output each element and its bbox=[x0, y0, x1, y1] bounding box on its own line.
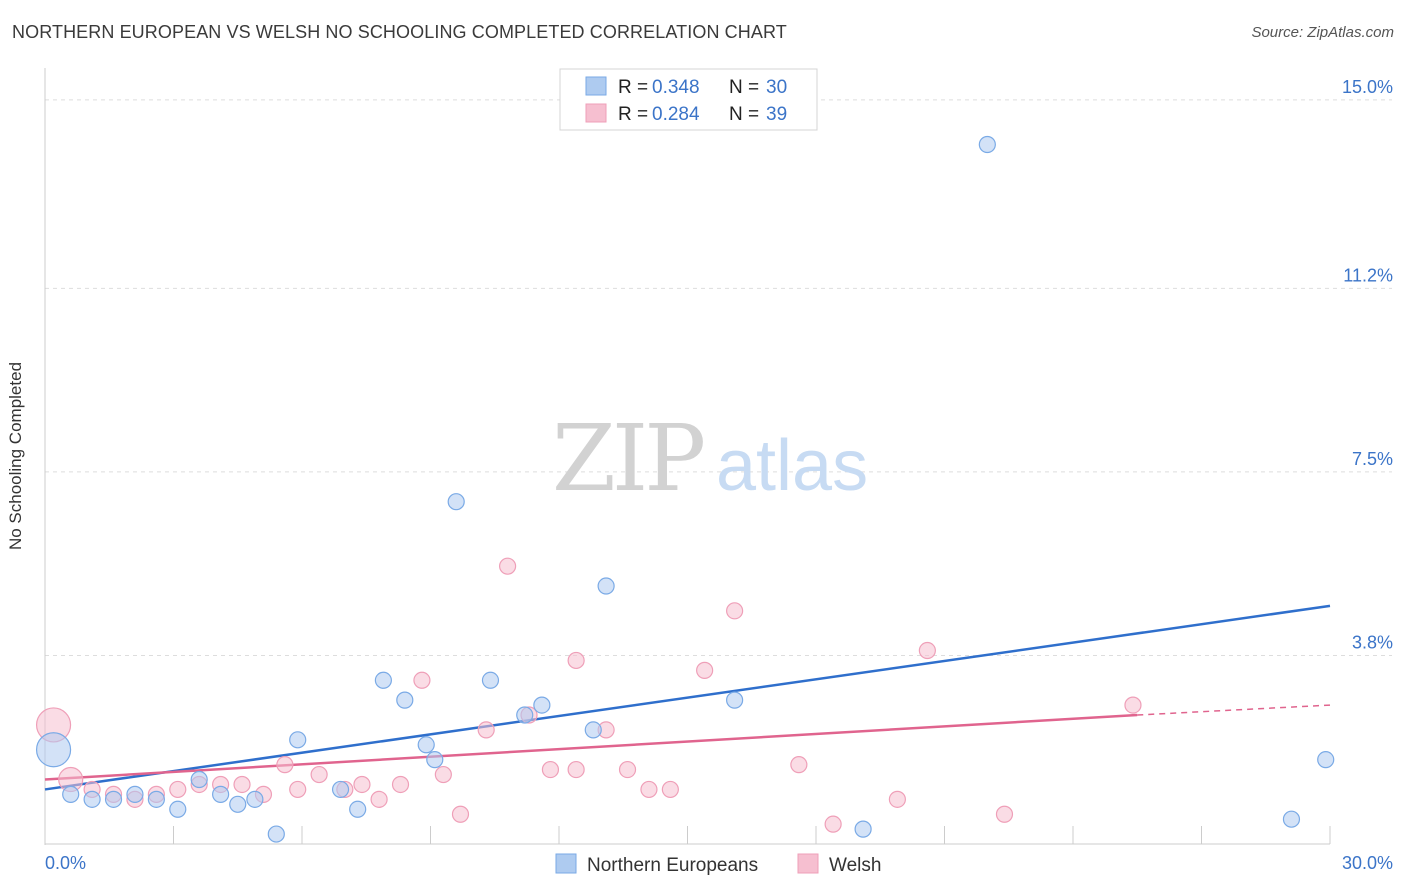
data-point-welsh bbox=[661, 780, 679, 799]
x-tick-label: 30.0% bbox=[1342, 853, 1393, 873]
data-point-welsh bbox=[888, 790, 906, 808]
data-point-welsh bbox=[541, 760, 560, 779]
data-point-northern-europeans bbox=[597, 577, 615, 595]
watermark-atlas: atlas bbox=[716, 426, 868, 506]
data-point-northern-europeans bbox=[516, 706, 534, 724]
watermark-zip: ZIP bbox=[552, 405, 703, 512]
trend-lines bbox=[44, 604, 1331, 791]
data-point-welsh bbox=[696, 661, 714, 679]
data-point-northern-europeans bbox=[978, 135, 996, 154]
data-point-welsh bbox=[233, 775, 251, 794]
data-point-welsh bbox=[169, 780, 187, 799]
data-point-welsh bbox=[640, 780, 658, 799]
data-point-northern-europeans bbox=[212, 785, 230, 803]
data-point-welsh bbox=[353, 775, 371, 794]
trend-line-welsh-extension bbox=[1137, 704, 1331, 716]
data-point-welsh bbox=[726, 602, 744, 620]
source-credit: Source: ZipAtlas.com bbox=[1251, 24, 1394, 41]
legend-n-value: 30 bbox=[766, 77, 787, 98]
legend-r-label: R = bbox=[618, 104, 648, 125]
data-point-welsh bbox=[995, 805, 1014, 823]
series-legend: Northern Europeans Welsh bbox=[555, 853, 881, 876]
legend-r-value: 0.348 bbox=[652, 77, 700, 98]
y-tick-label: 15.0% bbox=[1342, 77, 1393, 97]
data-points bbox=[35, 135, 1335, 843]
data-point-northern-europeans bbox=[169, 800, 187, 818]
data-point-welsh bbox=[1124, 696, 1142, 714]
legend-swatch-welsh bbox=[585, 103, 607, 123]
data-point-northern-europeans bbox=[481, 671, 500, 689]
legend-r-value: 0.284 bbox=[652, 104, 700, 125]
data-point-northern-europeans bbox=[854, 820, 872, 838]
data-point-welsh bbox=[434, 765, 452, 784]
series-legend-swatch-northern-europeans[interactable] bbox=[555, 853, 577, 874]
chart-title: NORTHERN EUROPEAN VS WELSH NO SCHOOLING … bbox=[12, 22, 787, 42]
data-point-northern-europeans bbox=[35, 732, 72, 768]
y-tick-labels: 3.8% 7.5% 11.2% 15.0% bbox=[1342, 77, 1393, 653]
data-point-northern-europeans bbox=[533, 696, 551, 714]
zipatlas-watermark: ZIP atlas bbox=[552, 405, 868, 512]
y-tick-label: 7.5% bbox=[1352, 449, 1393, 469]
data-point-welsh bbox=[824, 815, 842, 833]
data-point-northern-europeans bbox=[147, 790, 165, 808]
data-point-northern-europeans bbox=[246, 790, 264, 808]
trend-line-northern-europeans bbox=[44, 604, 1331, 791]
data-point-welsh bbox=[370, 790, 388, 808]
legend-n-value: 39 bbox=[766, 104, 787, 125]
data-point-northern-europeans bbox=[1282, 810, 1301, 828]
legend-n-label: N = bbox=[729, 77, 759, 98]
data-point-northern-europeans bbox=[83, 790, 101, 808]
y-tick-label: 11.2% bbox=[1343, 265, 1393, 285]
data-point-northern-europeans bbox=[331, 780, 350, 799]
trend-line-welsh bbox=[44, 713, 1138, 781]
x-tick-labels: 0.0% 30.0% bbox=[45, 853, 1393, 873]
data-point-northern-europeans bbox=[62, 785, 80, 803]
data-point-northern-europeans bbox=[584, 721, 602, 739]
series-legend-label-welsh[interactable]: Welsh bbox=[829, 855, 881, 876]
data-point-welsh bbox=[477, 721, 495, 739]
data-point-northern-europeans bbox=[267, 825, 285, 843]
data-point-northern-europeans bbox=[104, 790, 123, 808]
data-point-northern-europeans bbox=[126, 785, 144, 803]
data-point-welsh bbox=[499, 557, 517, 575]
data-point-welsh bbox=[451, 805, 470, 823]
data-point-northern-europeans bbox=[426, 751, 444, 769]
data-point-northern-europeans bbox=[417, 736, 435, 754]
data-point-welsh bbox=[310, 765, 328, 784]
data-point-northern-europeans bbox=[349, 800, 367, 818]
legend-r-label: R = bbox=[618, 77, 648, 98]
data-point-northern-europeans bbox=[396, 691, 414, 709]
series-legend-label-northern-europeans[interactable]: Northern Europeans bbox=[587, 855, 758, 876]
data-point-northern-europeans bbox=[1317, 751, 1335, 769]
data-point-welsh bbox=[276, 756, 294, 774]
data-point-northern-europeans bbox=[447, 493, 465, 511]
legend-n-label: N = bbox=[729, 104, 759, 125]
correlation-legend: R = 0.348 N = 30 R = 0.284 N = 39 bbox=[559, 68, 818, 131]
data-point-welsh bbox=[567, 651, 585, 670]
data-point-welsh bbox=[391, 775, 410, 794]
data-point-welsh bbox=[790, 756, 808, 774]
y-tick-label: 3.8% bbox=[1352, 632, 1393, 652]
data-point-northern-europeans bbox=[229, 795, 247, 813]
gridlines bbox=[44, 99, 1392, 845]
series-legend-swatch-welsh[interactable] bbox=[797, 853, 819, 874]
data-point-northern-europeans bbox=[190, 770, 208, 789]
data-point-welsh bbox=[289, 780, 307, 799]
data-point-welsh bbox=[413, 671, 431, 689]
legend-swatch-northern-europeans bbox=[585, 76, 607, 96]
x-tick-label: 0.0% bbox=[45, 853, 86, 873]
data-point-welsh bbox=[618, 760, 637, 779]
data-point-welsh bbox=[567, 760, 585, 779]
data-point-northern-europeans bbox=[289, 731, 307, 749]
data-point-welsh bbox=[918, 641, 936, 660]
data-point-northern-europeans bbox=[374, 671, 392, 689]
data-point-northern-europeans bbox=[726, 691, 744, 709]
